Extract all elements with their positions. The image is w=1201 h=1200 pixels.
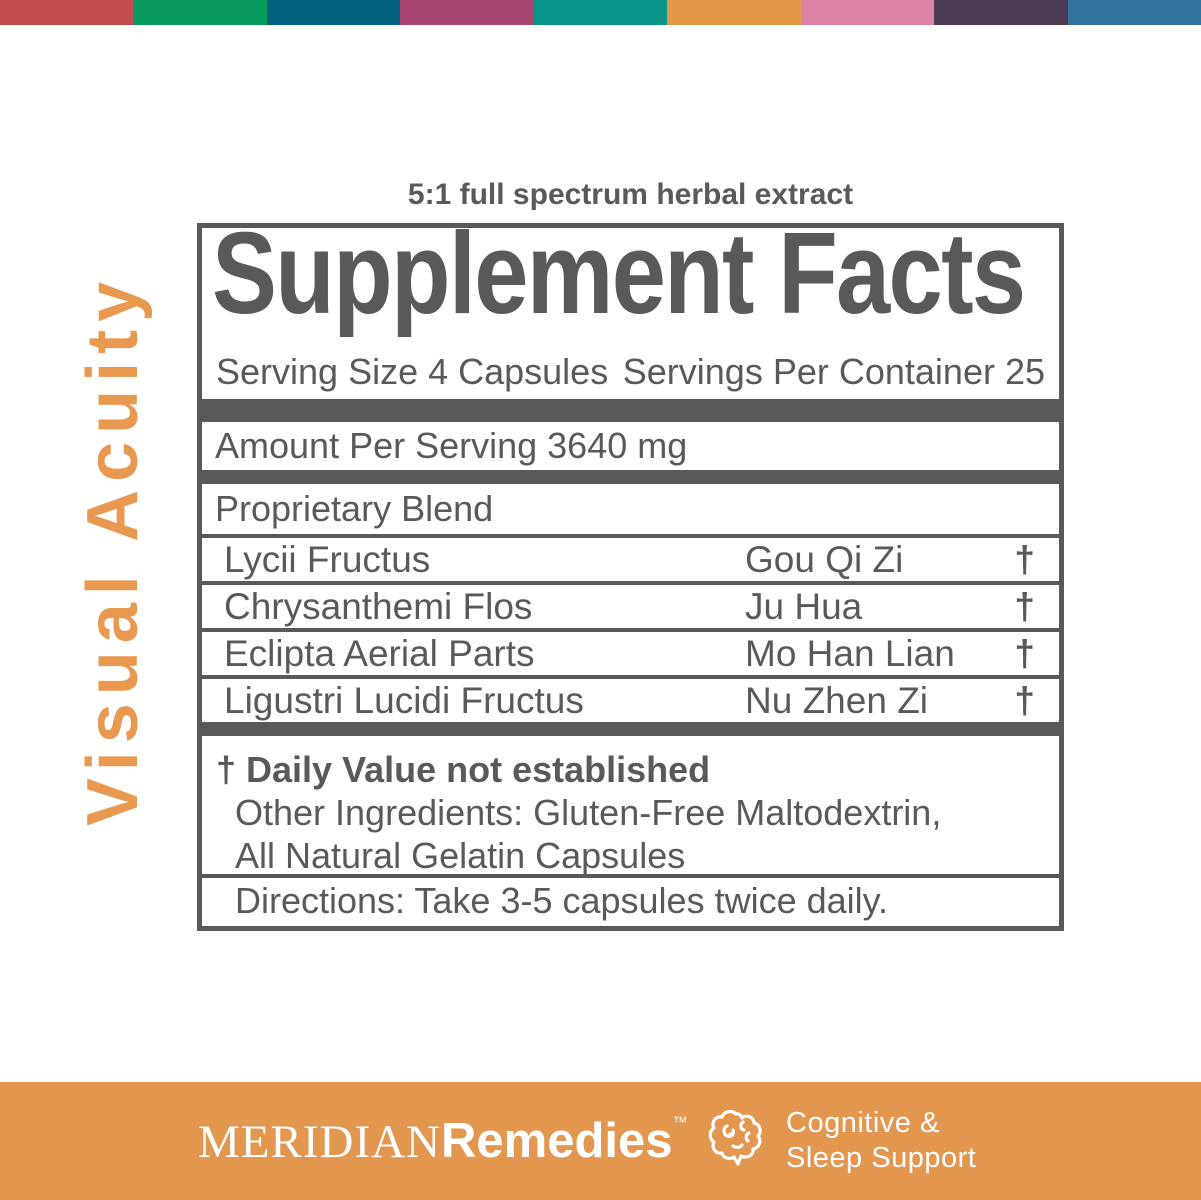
other-ingredients-line: All Natural Gelatin Capsules <box>235 835 686 876</box>
product-name-vertical: Visual Acuity <box>73 273 153 826</box>
ingredient-row: Chrysanthemi Flos Ju Hua † <box>202 585 1059 628</box>
row-divider <box>202 534 1059 538</box>
row-divider <box>202 628 1059 632</box>
category-line-1: Cognitive & <box>786 1107 940 1139</box>
color-block <box>533 0 668 25</box>
ingredient-name: Chrysanthemi Flos <box>224 586 533 627</box>
brand-wordmark: MERIDIANRemedies™ <box>198 1113 688 1169</box>
brand-name-remedies: Remedies <box>440 1114 673 1168</box>
extract-tagline: 5:1 full spectrum herbal extract <box>407 178 854 211</box>
color-block <box>133 0 267 25</box>
color-block <box>0 0 134 25</box>
color-strip <box>0 0 1201 25</box>
footnotes-block: † Daily Value not established Other Ingr… <box>202 736 1059 876</box>
thick-divider-bar <box>202 470 1059 484</box>
ingredient-name: Eclipta Aerial Parts <box>224 633 535 674</box>
serving-line: Serving Size 4 Capsules Servings Per Con… <box>202 351 1059 393</box>
color-block <box>400 0 534 25</box>
daily-value-dagger: † <box>1014 680 1035 721</box>
ingredient-name: Lycii Fructus <box>224 539 431 580</box>
brand-name-meridian: MERIDIAN <box>198 1116 441 1168</box>
ingredient-row: Lycii Fructus Gou Qi Zi † <box>202 538 1059 581</box>
serving-size: Serving Size 4 Capsules <box>216 351 609 392</box>
servings-per-container: Servings Per Container 25 <box>622 351 1045 392</box>
ingredient-pinyin: Nu Zhen Zi <box>745 680 929 721</box>
category-line-2: Sleep Support <box>786 1142 977 1174</box>
color-block <box>667 0 801 25</box>
row-divider <box>202 675 1059 679</box>
ingredient-name: Ligustri Lucidi Fructus <box>224 680 584 721</box>
supplement-facts-panel: Supplement Facts Serving Size 4 Capsules… <box>197 215 1064 931</box>
ingredient-pinyin: Gou Qi Zi <box>745 539 904 580</box>
daily-value-footnote: † Daily Value not established <box>216 749 711 790</box>
color-block <box>1067 0 1201 25</box>
category-label: Cognitive & Sleep Support <box>786 1106 976 1176</box>
brain-icon <box>708 1110 762 1166</box>
amount-per-serving: Amount Per Serving 3640 mg <box>215 425 688 466</box>
row-divider <box>202 874 1059 878</box>
color-block <box>266 0 401 25</box>
trademark-symbol: ™ <box>672 1114 688 1131</box>
ingredient-row: Eclipta Aerial Parts Mo Han Lian † <box>202 632 1059 675</box>
thick-divider-bar <box>202 722 1059 736</box>
daily-value-dagger: † <box>1014 633 1035 674</box>
panel-title: Supplement Facts <box>212 208 1026 338</box>
thick-divider-bar <box>202 399 1059 422</box>
daily-value-dagger: † <box>1014 586 1035 627</box>
color-block <box>934 0 1068 25</box>
row-divider <box>202 581 1059 585</box>
panel-header: Supplement Facts Serving Size 4 Capsules… <box>202 215 1059 399</box>
daily-value-dagger: † <box>1014 539 1035 580</box>
brand-bar: MERIDIANRemedies™ Cognitive & Sleep Supp… <box>0 1082 1201 1200</box>
ingredient-row: Ligustri Lucidi Fructus Nu Zhen Zi † <box>202 679 1059 722</box>
directions-row: Directions: Take 3-5 capsules twice dail… <box>235 880 888 921</box>
other-ingredients-line: Other Ingredients: Gluten-Free Maltodext… <box>235 792 942 833</box>
proprietary-blend-title: Proprietary Blend <box>215 488 494 529</box>
ingredient-pinyin: Mo Han Lian <box>745 633 955 674</box>
ingredient-pinyin: Ju Hua <box>745 586 863 627</box>
color-block <box>800 0 935 25</box>
